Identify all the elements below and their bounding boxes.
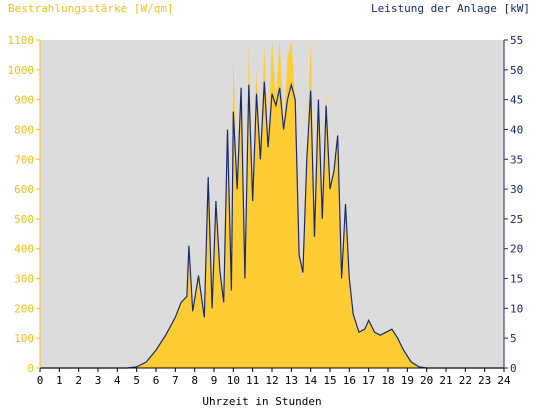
x-tick-label: 20 (420, 374, 433, 387)
x-tick-label: 4 (114, 374, 121, 387)
x-tick-label: 13 (285, 374, 298, 387)
y-left-tick-label: 800 (14, 123, 34, 136)
y-right-tick-label: 15 (510, 273, 523, 286)
x-tick-label: 17 (362, 374, 375, 387)
power-line (40, 81, 504, 369)
x-tick-label: 10 (227, 374, 240, 387)
x-tick-label: 14 (304, 374, 318, 387)
y-left-tick-label: 1000 (8, 64, 35, 77)
irradiance-area (40, 40, 504, 368)
power-line-layer (40, 81, 504, 369)
x-tick-label: 8 (191, 374, 198, 387)
x-tick-label: 24 (497, 374, 511, 387)
x-axis-title: Uhrzeit in Stunden (202, 395, 321, 408)
x-tick-label: 12 (265, 374, 278, 387)
y-right-tick-label: 50 (510, 64, 523, 77)
x-tick-label: 9 (211, 374, 218, 387)
x-tick-label: 19 (401, 374, 414, 387)
y-right-tick-label: 0 (510, 362, 517, 375)
y-left-tick-label: 0 (27, 362, 34, 375)
y-right-tick-label: 10 (510, 302, 523, 315)
y-left-tick-label: 200 (14, 302, 34, 315)
x-tick-label: 15 (323, 374, 336, 387)
y-right-tick-label: 40 (510, 123, 523, 136)
irradiance-area-layer (40, 40, 504, 368)
left-axis-title: Bestrahlungsstärke [W/qm] (8, 2, 174, 15)
tick-labels: 0 1 2 3 4 5 6 7 8 9 10 11 12 13 14 15 16 17 18 19 20 21 22 23 24… (8, 34, 524, 387)
x-tick-label: 1 (56, 374, 63, 387)
y-right-tick-label: 20 (510, 243, 523, 256)
right-axis-title: Leistung der Anlage [kW] (371, 2, 530, 15)
x-tick-label: 16 (343, 374, 356, 387)
x-tick-label: 3 (95, 374, 102, 387)
x-tick-label: 18 (381, 374, 394, 387)
x-tick-label: 11 (246, 374, 259, 387)
y-right-tick-label: 30 (510, 183, 523, 196)
y-left-tick-label: 300 (14, 273, 34, 286)
x-tick-label: 21 (439, 374, 452, 387)
y-left-tick-label: 700 (14, 153, 34, 166)
y-right-tick-label: 25 (510, 213, 523, 226)
y-right-tick-label: 45 (510, 94, 523, 107)
x-tick-label: 7 (172, 374, 179, 387)
x-tick-label: 5 (133, 374, 140, 387)
x-tick-label: 0 (37, 374, 44, 387)
y-left-tick-label: 500 (14, 213, 34, 226)
y-right-tick-label: 35 (510, 153, 523, 166)
x-tick-label: 6 (153, 374, 160, 387)
y-left-tick-label: 100 (14, 332, 34, 345)
x-tick-label: 2 (75, 374, 82, 387)
x-tick-label: 23 (478, 374, 491, 387)
y-left-tick-label: 600 (14, 183, 34, 196)
y-left-tick-label: 1100 (8, 34, 35, 47)
y-left-tick-label: 900 (14, 94, 34, 107)
y-right-tick-label: 55 (510, 34, 523, 47)
x-tick-label: 22 (459, 374, 472, 387)
y-left-tick-label: 400 (14, 243, 34, 256)
y-right-tick-label: 5 (510, 332, 517, 345)
